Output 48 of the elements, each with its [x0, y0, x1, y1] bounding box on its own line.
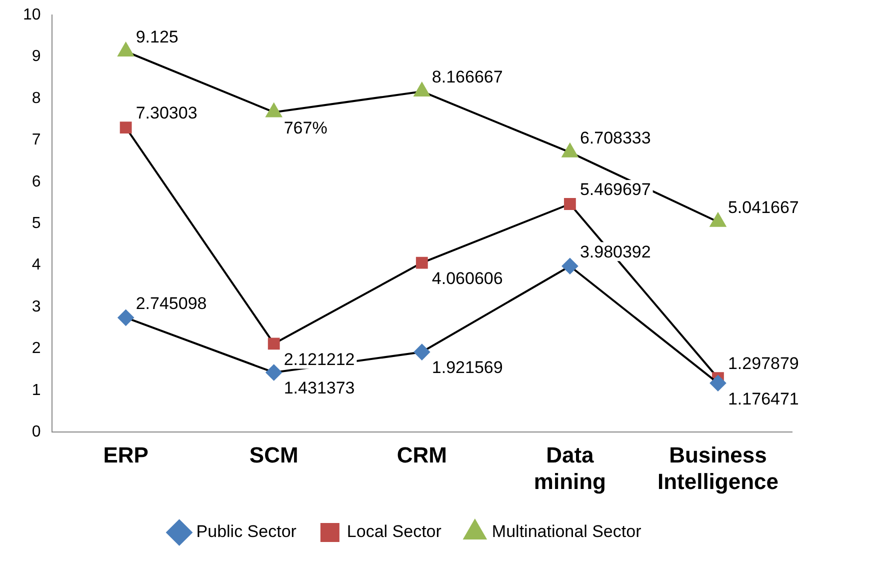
- data-label: 2.121212: [284, 350, 355, 369]
- y-tick-label: 7: [32, 132, 41, 149]
- data-label: 5.041667: [728, 198, 799, 218]
- point: [120, 122, 132, 134]
- legend-label: Multinational Sector: [492, 522, 642, 542]
- x-tick-label: Data mining: [534, 442, 606, 494]
- data-label: 4.060606: [432, 268, 503, 288]
- data-label: 8.166667: [432, 68, 503, 87]
- data-label: 5.469697: [580, 180, 651, 200]
- y-tick-label: 1: [32, 382, 41, 399]
- point: [414, 344, 430, 360]
- x-tick-label: Business Intelligence: [657, 442, 779, 494]
- y-tick-label: 5: [32, 215, 41, 232]
- data-label: 1.921569: [432, 358, 503, 378]
- y-tick-label: 2: [32, 340, 41, 358]
- x-tick-label: ERP: [103, 442, 148, 468]
- data-label: 9.125: [136, 28, 178, 47]
- y-tick-label: 10: [23, 6, 41, 24]
- data-label: 7.30303: [136, 104, 198, 123]
- point: [564, 198, 576, 210]
- y-tick-label: 8: [32, 90, 41, 107]
- data-label: 1.431373: [284, 378, 355, 398]
- data-label: 3.980392: [580, 242, 651, 262]
- y-tick-label: 9: [32, 48, 41, 66]
- point: [118, 310, 134, 326]
- point: [710, 375, 726, 392]
- data-label: 2.745098: [136, 294, 207, 313]
- x-tick-label: CRM: [396, 442, 447, 468]
- y-tick-label: 6: [32, 173, 41, 190]
- point: [414, 82, 430, 96]
- data-label: 6.708333: [580, 128, 651, 148]
- point: [416, 256, 428, 269]
- data-label: 1.297879: [728, 354, 799, 374]
- point: [268, 338, 280, 350]
- point: [266, 364, 282, 380]
- y-tick-label: 3: [32, 298, 41, 316]
- point: [710, 212, 726, 227]
- y-tick-label: 0: [32, 424, 41, 441]
- point: [118, 42, 134, 57]
- point: [562, 143, 578, 158]
- x-tick-label: SCM: [249, 442, 298, 468]
- point: [266, 103, 282, 118]
- legend-label: Public Sector: [196, 522, 297, 542]
- data-label: 1.176471: [728, 389, 799, 408]
- data-label: 767%: [284, 118, 328, 138]
- legend-label: Local Sector: [346, 522, 442, 542]
- y-tick-label: 4: [32, 256, 41, 274]
- point: [562, 258, 578, 274]
